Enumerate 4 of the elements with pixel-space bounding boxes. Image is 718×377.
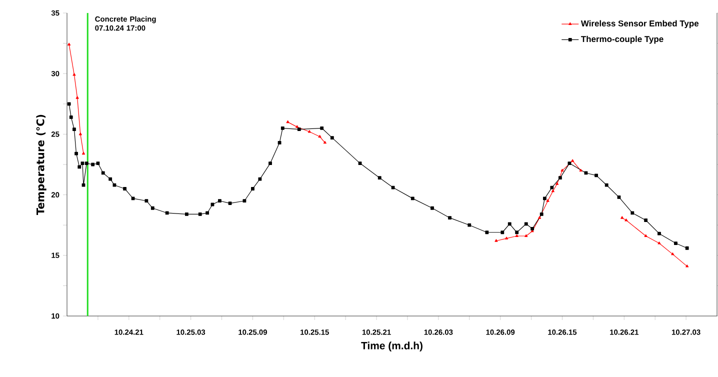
legend-label: Wireless Sensor Embed Type (580, 20, 699, 28)
y-axis-title: Temperature (℃) (36, 114, 46, 216)
x-axis-title: Time (m.d.h) (361, 342, 422, 352)
legend-label: Thermo-couple Type (581, 36, 664, 44)
